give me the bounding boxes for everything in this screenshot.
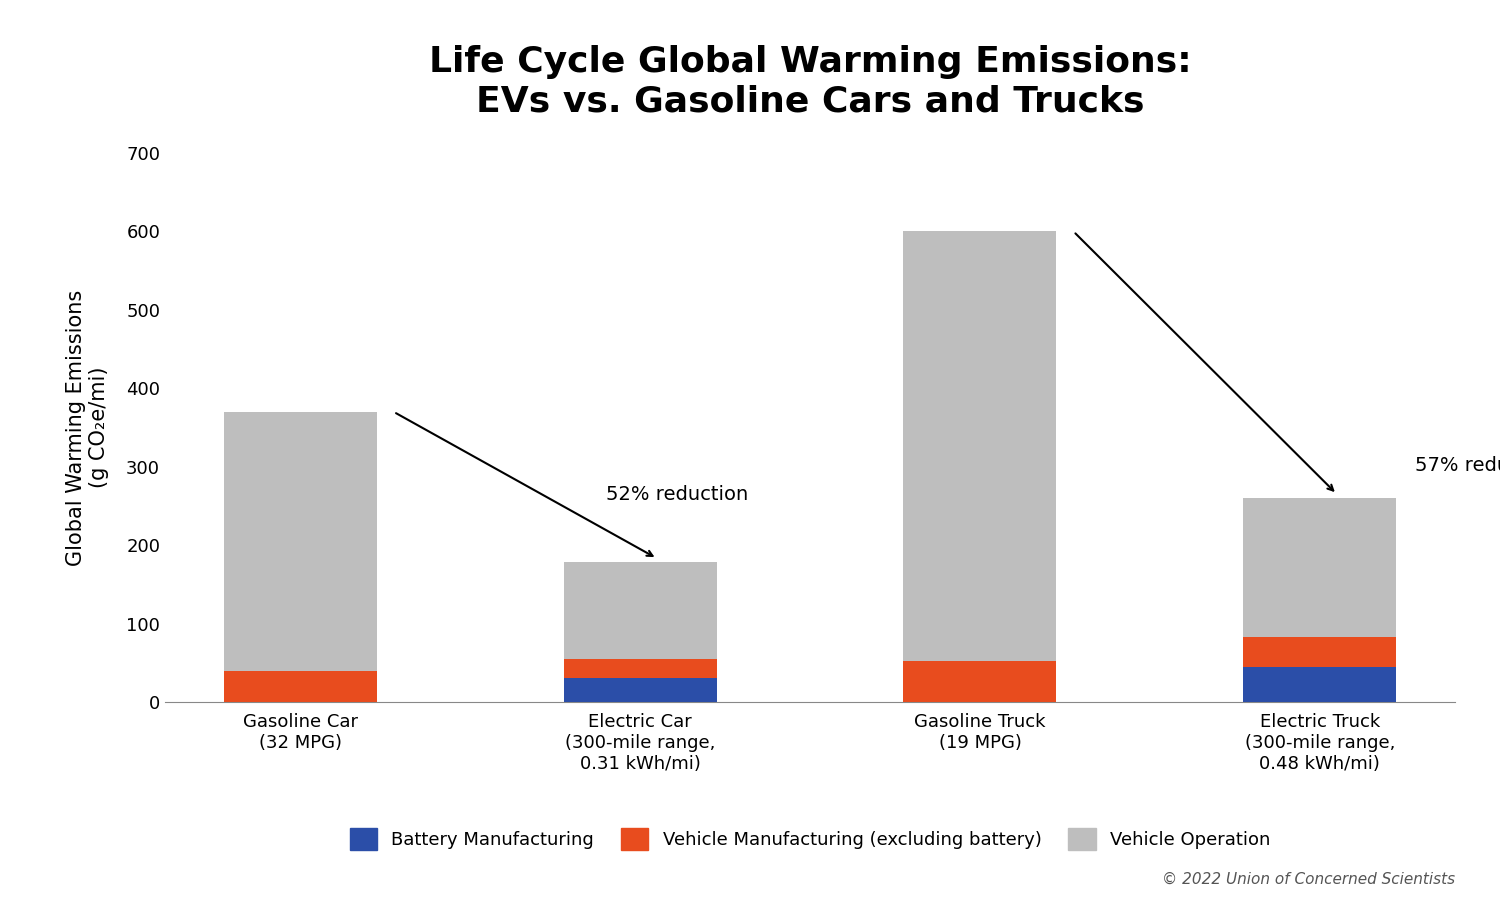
Text: 57% reduction: 57% reduction: [1414, 455, 1500, 474]
Bar: [1244, 667, 1397, 702]
Bar: [903, 662, 1056, 702]
Bar: [1244, 498, 1397, 637]
Bar: [564, 562, 717, 659]
Bar: [564, 679, 717, 702]
Text: © 2022 Union of Concerned Scientists: © 2022 Union of Concerned Scientists: [1162, 871, 1455, 886]
Y-axis label: Global Warming Emissions
(g CO₂e/mi): Global Warming Emissions (g CO₂e/mi): [66, 290, 110, 565]
Bar: [1244, 637, 1397, 667]
Text: 52% reduction: 52% reduction: [606, 484, 748, 504]
Legend: Battery Manufacturing, Vehicle Manufacturing (excluding battery), Vehicle Operat: Battery Manufacturing, Vehicle Manufactu…: [342, 821, 1278, 858]
Bar: [224, 670, 376, 702]
Bar: [224, 412, 376, 670]
Title: Life Cycle Global Warming Emissions:
EVs vs. Gasoline Cars and Trucks: Life Cycle Global Warming Emissions: EVs…: [429, 45, 1191, 118]
Bar: [564, 659, 717, 679]
Bar: [903, 231, 1056, 662]
